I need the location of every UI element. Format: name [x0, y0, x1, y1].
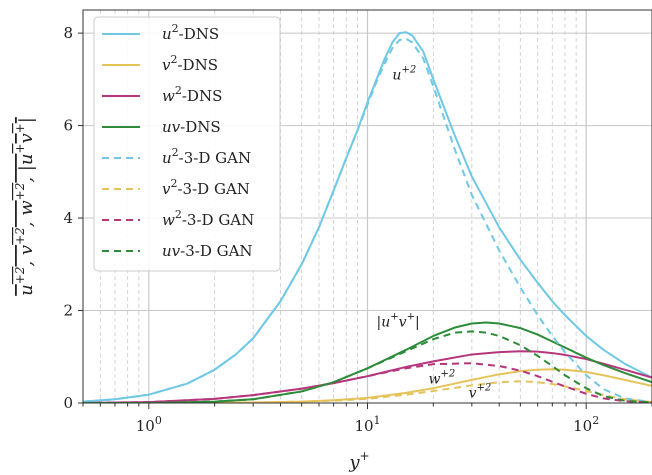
legend-label: uv-3-D GAN	[162, 242, 253, 260]
annotation-uv: |u+v+|	[377, 312, 420, 331]
y-tick-label: 8	[63, 24, 73, 42]
legend-label: w2-3-D GAN	[162, 208, 254, 229]
legend-label: u2-3-D GAN	[162, 146, 251, 167]
y-axis-label: u+2, v+2, w+2, |u+v+|	[13, 117, 37, 296]
annotation-v2: v+2	[469, 382, 492, 401]
series-line-u2-3-D GAN	[83, 37, 652, 403]
axes: 100 101 102 0 2 4 6 8 y+ u+2, v+2, w+2, |u+v+|	[13, 24, 652, 473]
x-tick-label: 100	[136, 414, 162, 435]
legend-label: v2-3-D GAN	[162, 177, 250, 198]
y-tick-label: 2	[63, 302, 73, 320]
y-tick-label: 6	[63, 117, 73, 135]
x-tick-label: 102	[573, 414, 599, 435]
y-axis-label-text: u+2, v+2, w+2, |u+v+|	[13, 117, 37, 296]
annotations: u+2 |u+v+| w+2 v+2	[377, 64, 492, 401]
legend-label: w2-DNS	[162, 84, 222, 105]
y-tick-label: 4	[63, 209, 73, 227]
y-tick-label: 0	[63, 394, 73, 412]
legend-box	[93, 16, 281, 272]
series-line-uv-3-D GAN	[83, 330, 652, 403]
legend: u2-DNS v2-DNS w2-DNS uv-DNS u2-3-D GAN v2-3-D…	[93, 16, 281, 272]
annotation-u2: u+2	[392, 64, 416, 83]
x-axis-label: y+	[348, 449, 369, 473]
annotation-w2: w+2	[428, 369, 455, 388]
series-line-w2-3-D GAN	[83, 362, 652, 403]
legend-label: v2-DNS	[162, 53, 218, 74]
legend-label: u2-DNS	[162, 22, 219, 43]
legend-label: uv-DNS	[162, 118, 221, 136]
x-tick-label: 101	[354, 414, 380, 435]
